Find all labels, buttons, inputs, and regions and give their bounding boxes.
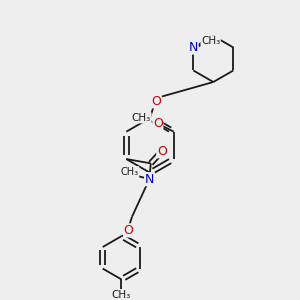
Text: CH₃: CH₃ [132,113,151,123]
Text: CH₃: CH₃ [121,167,139,177]
Text: O: O [124,224,134,237]
Text: N: N [189,41,198,54]
Text: CH₃: CH₃ [112,290,131,300]
Text: CH₃: CH₃ [201,36,220,46]
Text: O: O [153,117,163,130]
Text: O: O [152,95,161,108]
Text: O: O [157,145,167,158]
Text: N: N [145,173,154,186]
